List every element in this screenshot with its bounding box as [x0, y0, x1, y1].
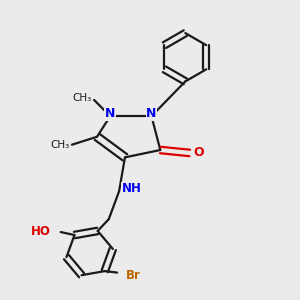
Text: N: N	[105, 107, 116, 120]
Text: HO: HO	[31, 225, 51, 238]
Text: NH: NH	[122, 182, 141, 195]
Text: Br: Br	[125, 269, 140, 282]
Text: CH₃: CH₃	[50, 140, 70, 150]
Text: N: N	[146, 107, 157, 120]
Text: O: O	[193, 146, 204, 159]
Text: CH₃: CH₃	[72, 93, 92, 103]
